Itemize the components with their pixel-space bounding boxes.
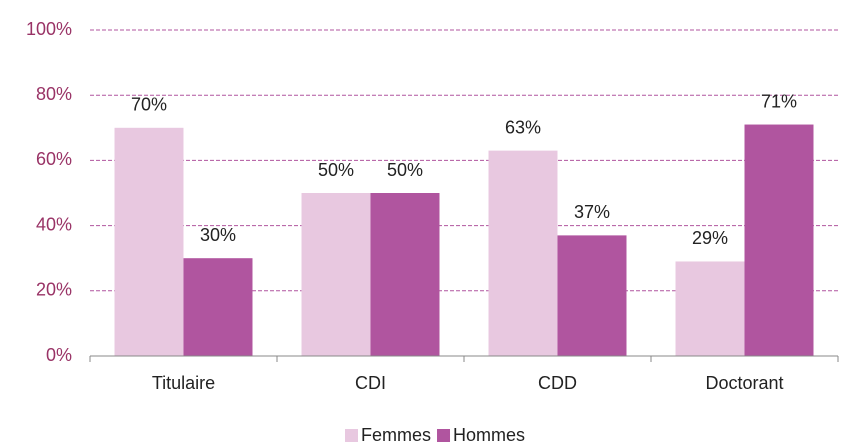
value-label: 71% xyxy=(761,91,797,111)
value-label: 70% xyxy=(131,95,167,115)
bar xyxy=(488,150,558,356)
x-tick-label: CDD xyxy=(538,373,577,393)
value-label: 50% xyxy=(387,160,423,180)
bar xyxy=(114,127,184,356)
x-tick-label: Titulaire xyxy=(152,373,215,393)
value-label: 50% xyxy=(318,160,354,180)
legend-label: Hommes xyxy=(453,425,525,445)
y-tick-label: 40% xyxy=(36,214,72,234)
value-label: 63% xyxy=(505,117,541,137)
bar xyxy=(744,124,814,356)
y-tick-label: 20% xyxy=(36,280,72,300)
x-tick-label: Doctorant xyxy=(705,373,783,393)
y-tick-label: 100% xyxy=(26,19,72,39)
bar xyxy=(675,261,745,356)
legend-label: Femmes xyxy=(361,425,431,445)
value-label: 30% xyxy=(200,225,236,245)
bar xyxy=(301,193,371,356)
value-label: 29% xyxy=(692,228,728,248)
y-tick-label: 60% xyxy=(36,149,72,169)
legend-swatch xyxy=(437,429,451,442)
bar xyxy=(183,258,253,356)
x-tick-label: CDI xyxy=(355,373,386,393)
legend-swatch xyxy=(345,429,358,442)
bar xyxy=(370,193,440,356)
value-label: 37% xyxy=(574,202,610,222)
y-tick-label: 0% xyxy=(46,345,72,365)
y-tick-label: 80% xyxy=(36,84,72,104)
bar xyxy=(557,235,627,356)
